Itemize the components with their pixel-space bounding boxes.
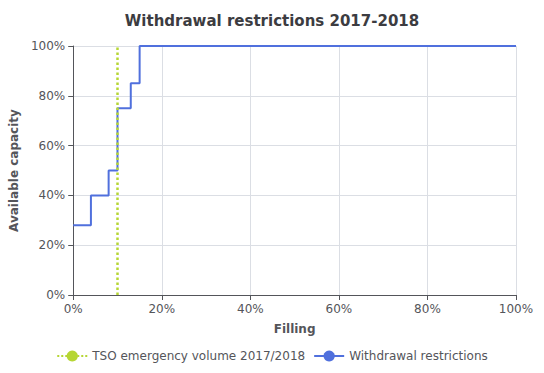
svg-text:40%: 40% xyxy=(237,302,264,316)
svg-text:Withdrawal restrictions 2017-2: Withdrawal restrictions 2017-2018 xyxy=(125,12,419,30)
svg-text:100%: 100% xyxy=(499,302,533,316)
svg-text:60%: 60% xyxy=(39,139,66,153)
svg-text:TSO emergency volume 2017/2018: TSO emergency volume 2017/2018 xyxy=(91,349,305,363)
svg-text:0%: 0% xyxy=(46,288,65,302)
svg-text:0%: 0% xyxy=(64,302,83,316)
svg-text:60%: 60% xyxy=(326,302,353,316)
svg-text:40%: 40% xyxy=(39,188,66,202)
svg-text:Filling: Filling xyxy=(274,322,316,336)
svg-text:80%: 80% xyxy=(414,302,441,316)
svg-text:Available capacity: Available capacity xyxy=(7,109,21,232)
svg-text:20%: 20% xyxy=(39,238,66,252)
svg-text:100%: 100% xyxy=(31,39,65,53)
svg-text:20%: 20% xyxy=(148,302,175,316)
svg-text:Withdrawal restrictions: Withdrawal restrictions xyxy=(349,349,488,363)
svg-text:80%: 80% xyxy=(39,89,66,103)
